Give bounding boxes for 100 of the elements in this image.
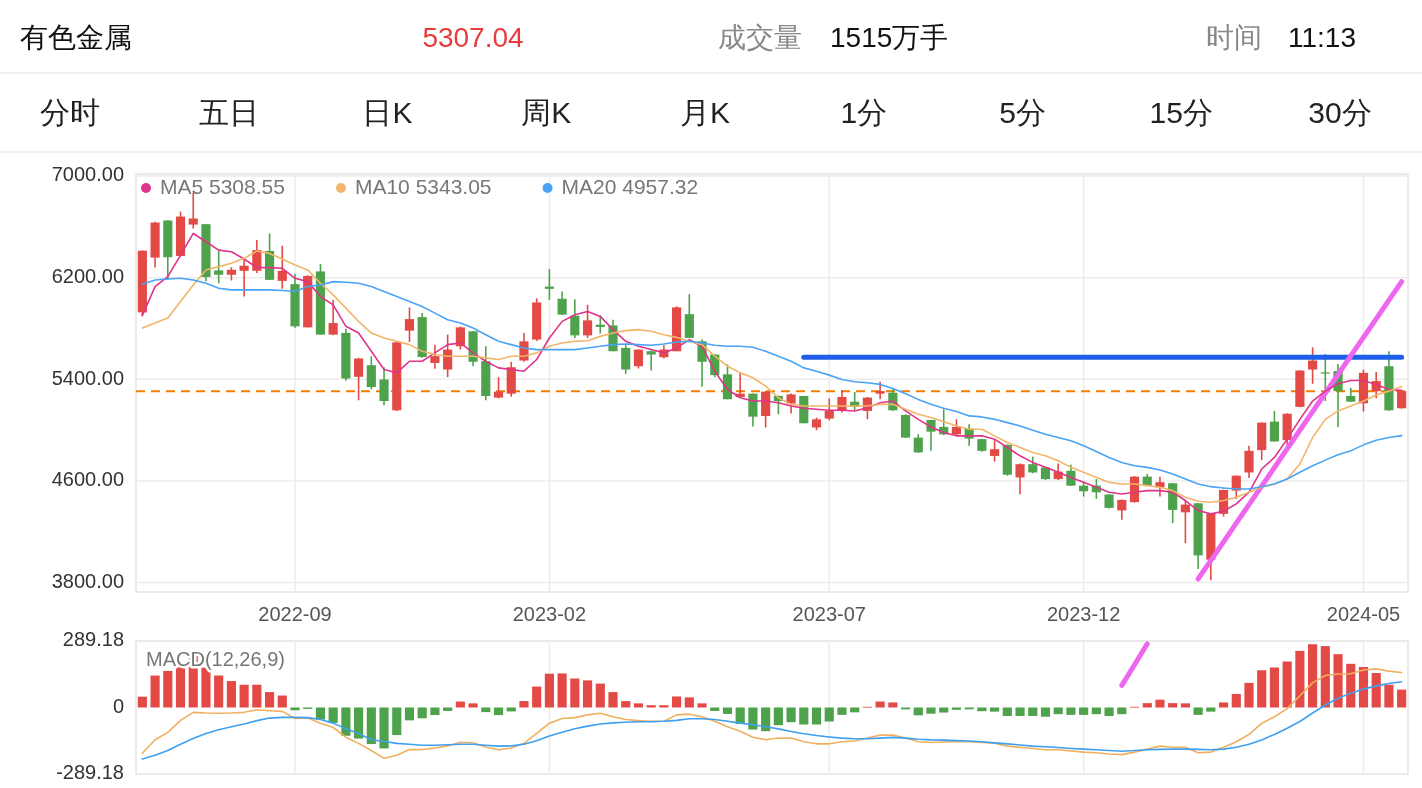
bar [1320,646,1330,708]
candlestick [354,357,364,402]
bar [417,707,427,719]
bar [1295,650,1305,708]
category-label: 1分 [840,95,888,129]
bar [824,707,834,722]
bar [888,702,898,708]
bar [1142,703,1152,708]
bar [1346,663,1356,708]
bar [659,705,669,708]
candlestick [990,439,1000,463]
bar [214,675,224,708]
bar [252,684,262,708]
bar [621,701,631,708]
bar [163,670,173,708]
y-tick-label: 289.18 [62,628,124,651]
bar [633,703,644,708]
bar [455,701,465,708]
category-label: 分时 [40,95,100,129]
line-series [141,277,1403,490]
bar [570,678,580,708]
legend-label: MA20 4957.32 [561,174,699,198]
candlestick [379,366,389,407]
candlestick [277,244,287,290]
text: 有色金属 [20,22,132,54]
y-tick-label: -289.18 [56,761,124,784]
category-label: 30分 [1308,95,1372,129]
bar [1231,693,1241,708]
bar [1384,684,1394,708]
candlestick [570,298,580,339]
candlestick [1269,410,1280,443]
bar [392,707,402,736]
bar [722,707,733,714]
candlestick [557,290,567,316]
text: 5307.04 [422,22,524,54]
candlestick [404,306,415,343]
candlestick [1244,444,1254,479]
candlestick [239,258,249,298]
bar [697,703,707,708]
bar [875,701,885,708]
bar [1028,707,1038,717]
bar [1244,682,1254,708]
bar [1282,661,1292,708]
x-tick-label: 2023-02 [512,603,587,626]
candlestick [328,298,338,337]
bar [1168,703,1178,708]
bar [646,705,656,708]
y-tick-label: 4600.00 [51,468,124,491]
bar [1397,689,1407,708]
bar [1193,707,1203,715]
bar [837,707,847,715]
candlestick [366,355,376,391]
bar [430,707,440,716]
bar [939,707,949,713]
bar [1180,703,1190,708]
bar [684,697,694,708]
bar [748,707,758,730]
bar [544,673,554,708]
bar [990,707,1000,712]
bar [532,686,542,708]
x-tick-label: 2024-05 [1326,603,1401,626]
bar [672,696,682,708]
bar [468,703,478,708]
bar [1079,707,1089,715]
bar [404,707,415,721]
candlestick [582,303,593,339]
bar [786,707,796,723]
bar [226,681,236,708]
y-tick-label: 6200.00 [51,264,124,287]
bar [239,684,249,708]
candlestick [748,392,758,428]
text: 成交量 [718,22,802,54]
bar [1066,707,1076,715]
y-tick-label: 0 [112,694,124,717]
bar [379,707,389,749]
bar [137,696,147,708]
category-label: 5分 [999,95,1046,129]
candlestick [824,397,834,422]
text: 1515万手 [830,22,949,54]
bar [799,707,809,725]
bar [277,695,287,708]
x-tick-label: 2023-07 [792,603,866,626]
bar [582,680,593,708]
bar [1104,707,1114,717]
candlestick [1117,498,1127,521]
bar [1206,707,1216,712]
bar [1358,667,1369,708]
bar [811,707,822,725]
bar [1218,702,1229,708]
bar [1257,670,1267,708]
bar [926,707,936,714]
bar [1015,707,1025,717]
category-label: 15分 [1149,95,1213,129]
text: 时间 [1206,22,1262,54]
candlestick [913,433,923,454]
bar [150,675,160,708]
bar [1002,707,1012,717]
legend-label: MA5 5308.55 [160,174,285,198]
bar [773,707,783,726]
bar [264,692,275,708]
